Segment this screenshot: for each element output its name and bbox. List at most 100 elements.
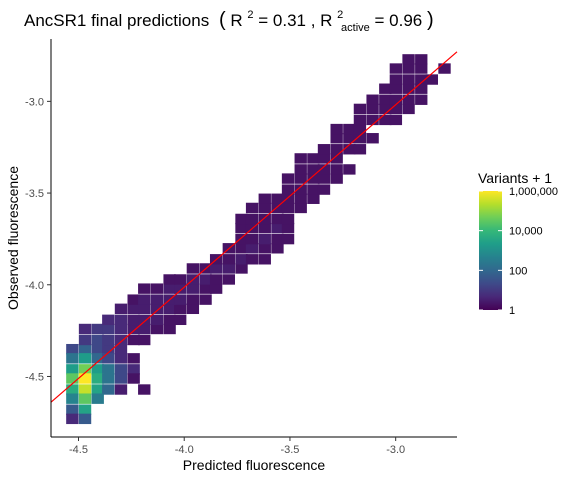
heatmap-bin (102, 314, 115, 326)
heatmap-bin (78, 413, 92, 425)
heatmap-bin (353, 103, 367, 115)
heatmap-bin (258, 222, 271, 234)
legend-break-label: 1 (509, 305, 515, 317)
y-tick-label: -4.5 (25, 371, 44, 383)
legend-break-label: 100 (509, 265, 527, 277)
heatmap-bin (415, 54, 428, 65)
legend-ticks: 1,000,000 10,000 100 1 (479, 186, 558, 317)
heatmap-bin (138, 384, 151, 395)
heatmap-bin (402, 63, 415, 74)
y-tick-label: -3.0 (25, 96, 44, 108)
heatmap-bin (281, 184, 295, 195)
heatmap-bin (163, 303, 176, 315)
heatmap-bin (114, 364, 128, 375)
heatmap-bin (353, 123, 367, 135)
heatmap-bin (271, 202, 284, 214)
heatmap-bin (402, 103, 415, 115)
heatmap-bin (415, 63, 428, 74)
heatmap-bin (222, 263, 235, 274)
heatmap-bin (281, 213, 295, 225)
svg-text:AncSR1 final predictions: AncSR1 final predictions ( R 2 = 0.31 , … (24, 3, 434, 35)
heatmap-bin (258, 193, 271, 204)
heatmap-bin (353, 133, 367, 144)
heatmap-bin (91, 373, 104, 384)
heatmap-bin (102, 323, 115, 335)
heatmap-bin (150, 323, 164, 335)
heatmap-bin (78, 343, 92, 355)
heatmap-bin (127, 373, 140, 384)
heatmap-bin (186, 303, 200, 315)
heatmap-bin (78, 373, 92, 384)
heatmap-bin (366, 94, 379, 105)
heatmap-bin (102, 343, 115, 355)
title-r-value: = 0.31 , (258, 11, 320, 30)
heatmap-bin (66, 343, 79, 355)
heatmap-bins (66, 54, 451, 425)
heatmap-bin (138, 294, 151, 305)
heatmap-bin (235, 263, 248, 274)
heatmap-bin (317, 153, 331, 164)
heatmap-bin (127, 353, 140, 364)
heatmap-bin (114, 323, 128, 335)
y-axis-title: Observed fluorescence (5, 166, 21, 310)
y-axis-ticks: -4.5 -4.0 -3.5 -3.0 (25, 96, 51, 383)
y-tick-label: -3.5 (25, 188, 44, 200)
heatmap-bin (402, 74, 415, 85)
heatmap-bin (91, 384, 104, 395)
heatmap-bin (138, 314, 151, 326)
title-r2-value: = 0.96 (375, 11, 423, 30)
heatmap-bin (271, 243, 284, 254)
heatmap-bin (102, 364, 115, 375)
heatmap-bin (102, 334, 115, 346)
regression-line (50, 51, 458, 403)
heatmap-bin (317, 184, 331, 195)
title-r-symbol: R (230, 11, 242, 30)
heatmap-bin (330, 164, 343, 175)
heatmap-bin (163, 274, 176, 285)
heatmap-bin (330, 133, 343, 144)
heatmap-bin (66, 413, 79, 425)
heatmap-bin (307, 153, 320, 164)
heatmap-bin (186, 294, 200, 305)
heatmap-bin (281, 173, 295, 184)
heatmap-bin (78, 353, 92, 364)
heatmap-bin (127, 294, 140, 305)
y-tick-label: -4.0 (25, 280, 44, 292)
heatmap-bin (235, 233, 248, 245)
heatmap-bin (127, 323, 140, 335)
heatmap-bin (127, 334, 140, 346)
heatmap-bin (415, 74, 428, 85)
heatmap-bin (138, 334, 151, 346)
heatmap-bin (66, 384, 79, 395)
title-main: AncSR1 final predictions (24, 11, 209, 30)
heatmap-bin (258, 213, 271, 225)
heatmap-bin (91, 334, 104, 346)
heatmap-bin (127, 364, 140, 375)
heatmap-bin (163, 314, 176, 326)
heatmap-bin (402, 94, 415, 105)
legend-colorbar (479, 191, 502, 310)
heatmap-bin (78, 334, 92, 346)
heatmap-bin (271, 233, 284, 245)
heatmap-bin (235, 222, 248, 234)
heatmap-bin (258, 243, 271, 254)
heatmap-bin (294, 153, 307, 164)
title-open-paren: ( (219, 9, 226, 31)
heatmap-bin (114, 343, 128, 355)
heatmap-bin (343, 133, 356, 144)
heatmap-bin (271, 213, 284, 225)
heatmap-bin (91, 364, 104, 375)
heatmap-bin (343, 123, 356, 135)
heatmap-bin (174, 283, 187, 294)
heatmap-bin (438, 63, 451, 74)
heatmap-bin (78, 384, 92, 395)
heatmap-bin (294, 173, 307, 184)
heatmap-bin (66, 404, 79, 415)
heatmap-bin (245, 254, 259, 265)
heatmap-bin (281, 222, 295, 234)
x-axis-ticks: -4.5 -4.0 -3.5 -3.0 (69, 437, 405, 456)
heatmap-bin (174, 314, 187, 326)
heatmap-bin (199, 274, 212, 285)
heatmap-bin (199, 283, 212, 294)
